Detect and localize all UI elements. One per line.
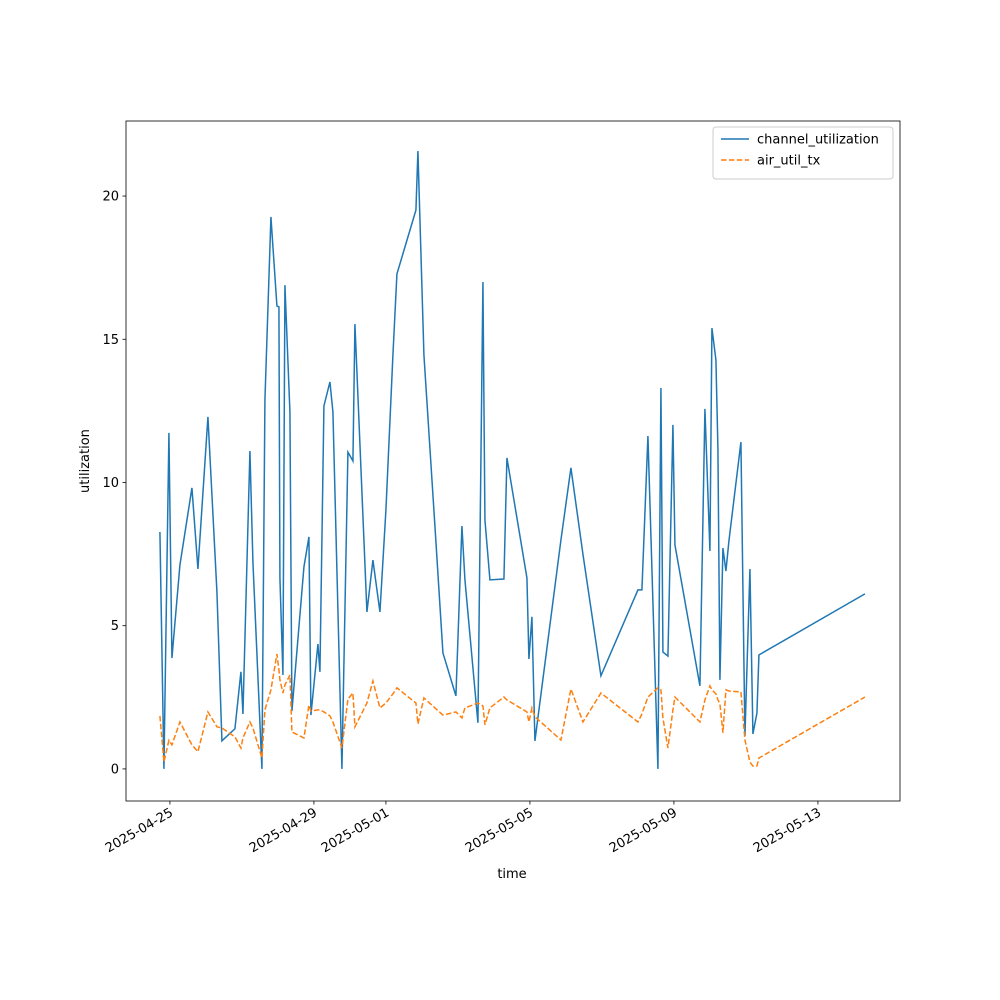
x-axis-label: time xyxy=(497,867,526,882)
x-tick-label: 2025-05-01 xyxy=(319,805,392,856)
legend-box xyxy=(712,126,894,180)
y-tick-label: 5 xyxy=(111,619,119,634)
x-tick-label: 2025-05-05 xyxy=(463,805,536,856)
x-tick-label: 2025-05-13 xyxy=(751,805,824,856)
x-tick-label: 2025-05-09 xyxy=(607,805,680,856)
line-series xyxy=(159,653,866,767)
x-tick-label: 2025-04-25 xyxy=(103,805,176,856)
y-tick-label: 10 xyxy=(102,476,119,491)
y-axis-label: utilization xyxy=(78,429,93,493)
legend-label: air_util_tx xyxy=(757,154,821,169)
y-tick-label: 15 xyxy=(102,333,119,348)
line-series xyxy=(159,151,866,769)
legend-label: channel_utilization xyxy=(757,133,879,148)
x-tick-label: 2025-04-29 xyxy=(247,805,320,856)
plot-frame xyxy=(125,120,901,802)
y-tick-label: 20 xyxy=(102,190,119,205)
y-tick-label: 0 xyxy=(111,762,119,777)
